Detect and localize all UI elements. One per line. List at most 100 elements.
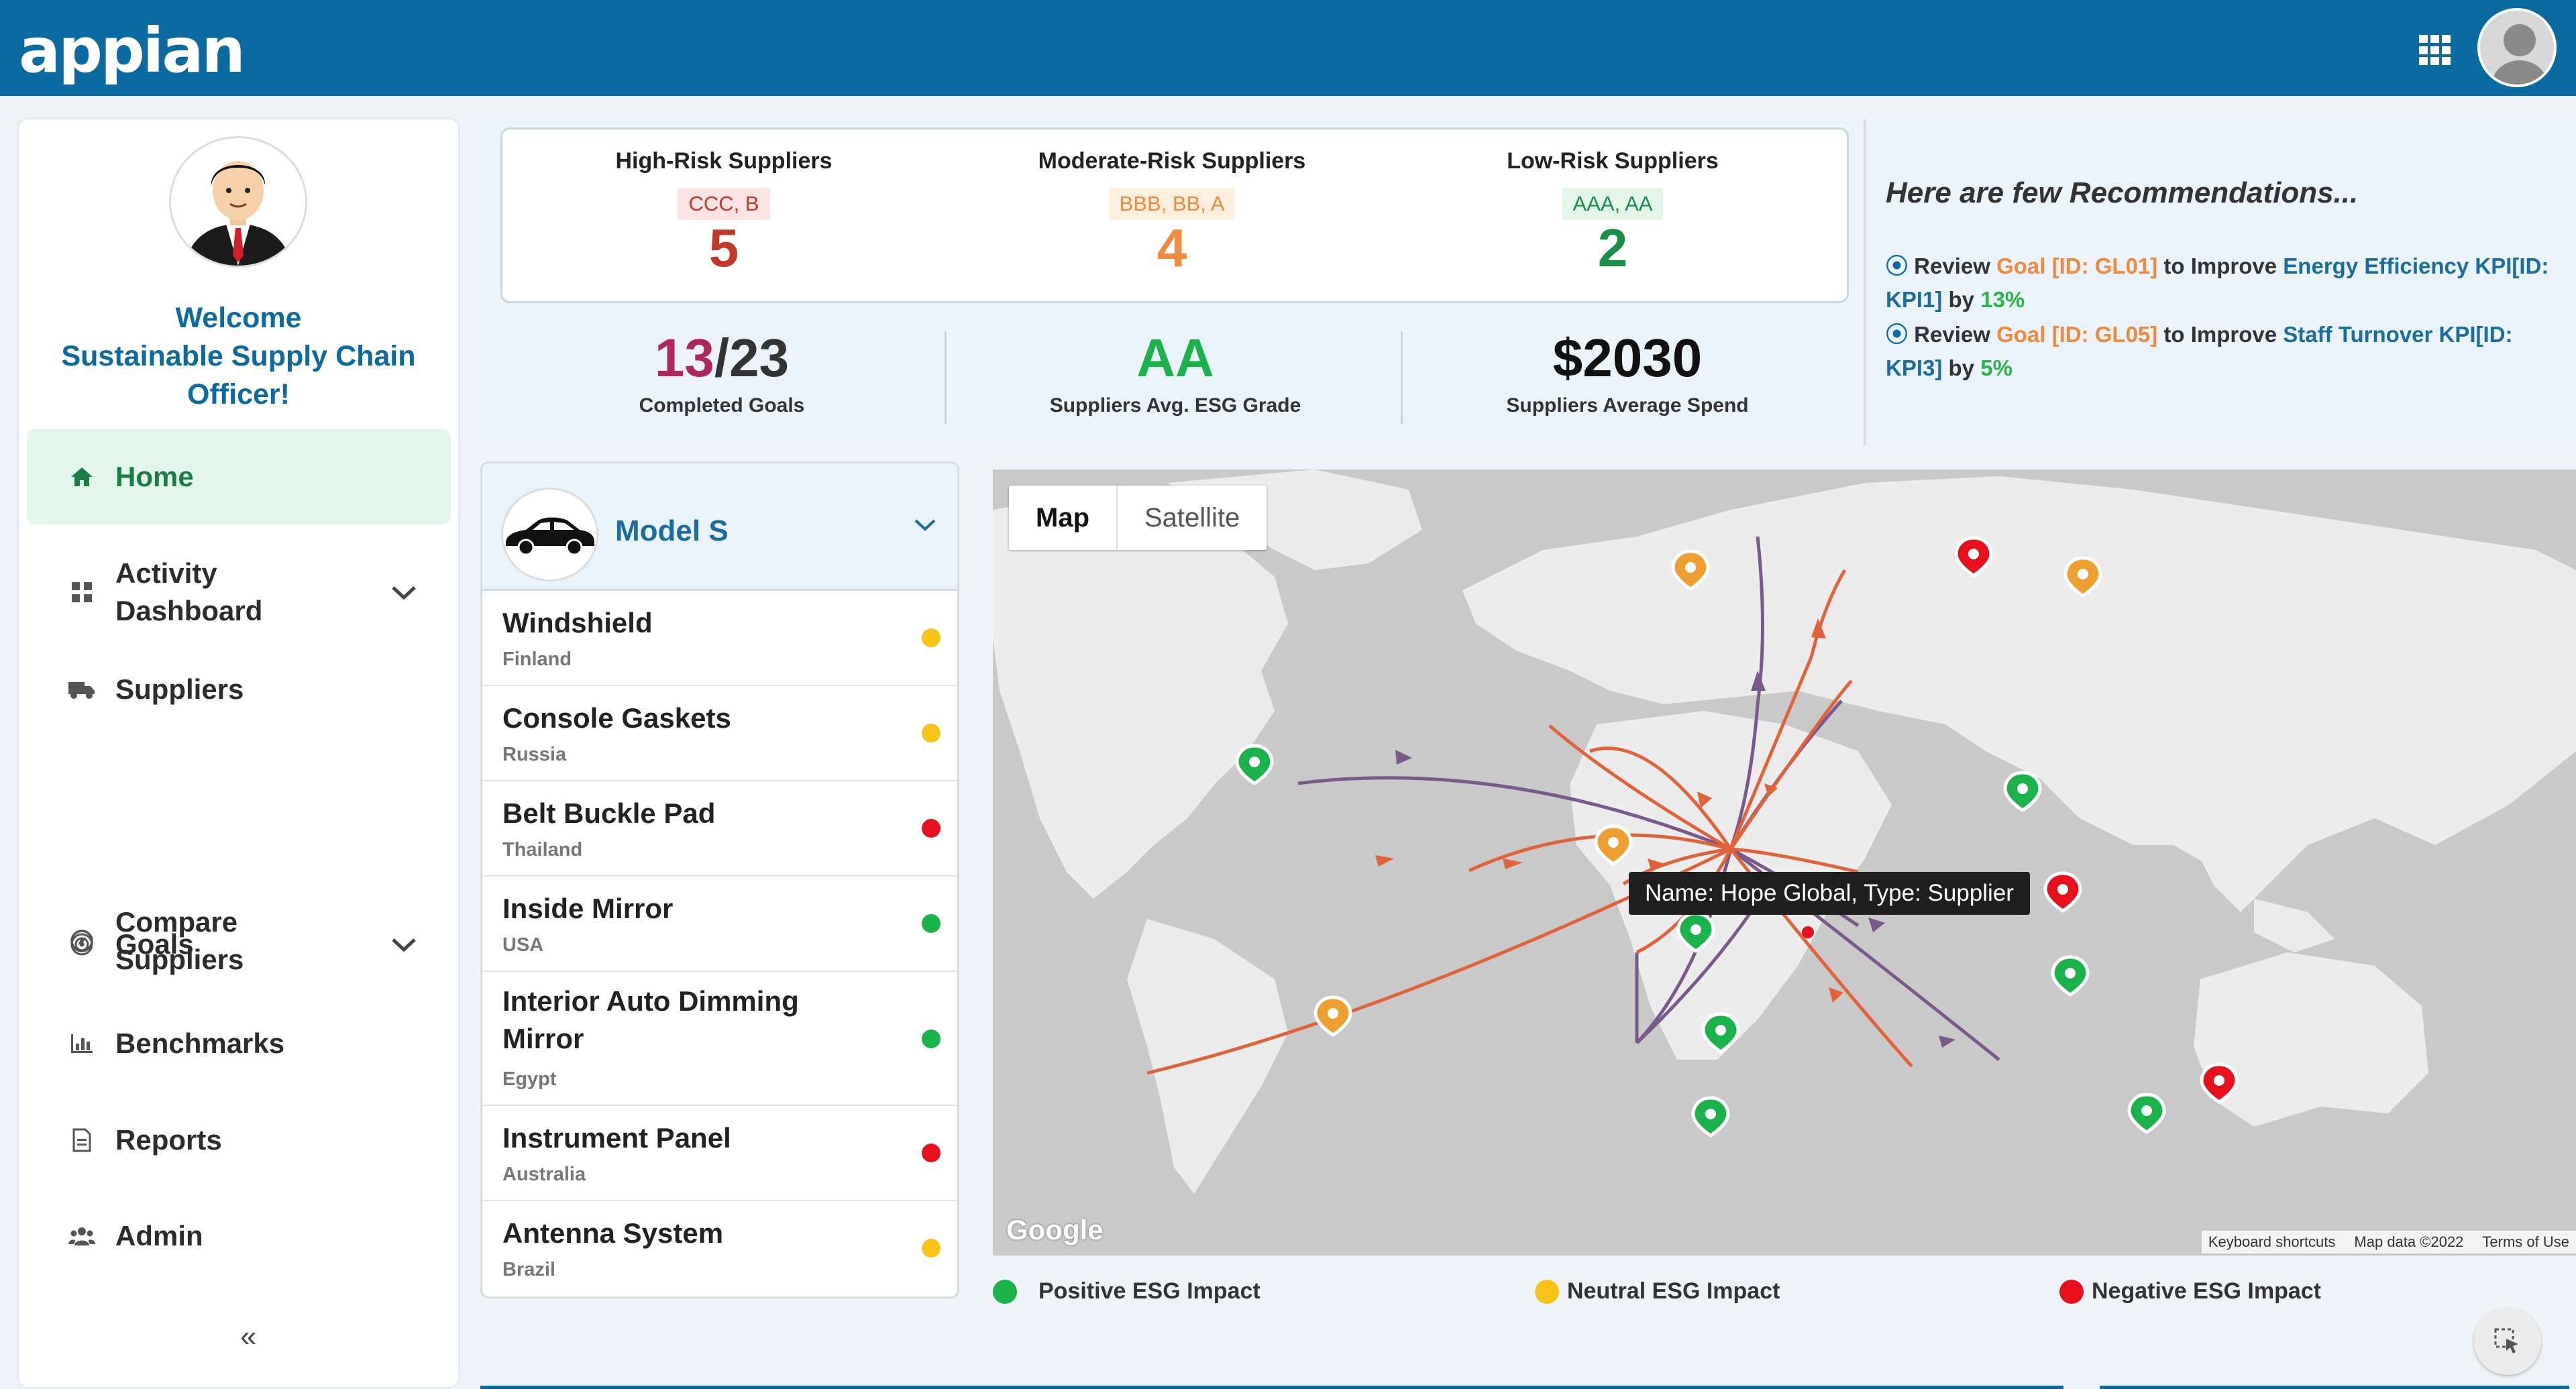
part-row[interactable]: Interior Auto Dimming Mirror Egypt <box>482 972 957 1106</box>
google-logo: Google <box>1006 1214 1104 1245</box>
rec-goal-link[interactable]: Goal [ID: GL05] <box>1996 322 2158 347</box>
collapse-sidebar-button[interactable]: « <box>240 1320 257 1353</box>
nav-item-activity-dashboard[interactable]: Activity Dashboard <box>27 549 451 636</box>
rec-text: by <box>1942 287 1981 312</box>
target-bullet-icon: ⦿ <box>1886 254 1908 278</box>
legend-label: Negative ESG Impact <box>2092 1278 2322 1304</box>
risk-grade-badge: BBB, BB, A <box>1108 188 1236 220</box>
spend-value: $2030 <box>1552 328 1703 388</box>
status-dot-negative <box>922 1144 941 1162</box>
completed-goals-kpi: 13/23 Completed Goals <box>500 327 943 417</box>
app-header: appian <box>0 0 2576 96</box>
part-country: Brazil <box>502 1259 555 1280</box>
keyboard-shortcuts-link[interactable]: Keyboard shortcuts <box>2208 1233 2336 1250</box>
nav-item-reports[interactable]: Reports <box>27 1113 451 1167</box>
part-row[interactable]: Console Gaskets Russia <box>482 686 957 781</box>
part-country: Russia <box>502 744 567 765</box>
risk-count: 4 <box>1157 218 1187 278</box>
part-row[interactable]: Windshield Finland <box>482 591 957 686</box>
part-name: Belt Buckle Pad <box>502 797 716 829</box>
nav-item-suppliers[interactable]: Suppliers <box>27 663 451 716</box>
rec-text: to Improve <box>2157 322 2284 347</box>
part-name: Instrument Panel <box>502 1122 731 1154</box>
rec-text: Review <box>1914 322 1997 347</box>
nav-item-home[interactable]: Home <box>27 429 451 524</box>
nav-label-line: Suppliers <box>115 944 244 975</box>
legend-dot <box>993 1279 1017 1304</box>
part-country: Egypt <box>502 1068 557 1090</box>
recommendation-item[interactable]: ⦿ Review Goal [ID: GL05] to Improve Staf… <box>1886 318 2563 385</box>
goals-done: 13 <box>654 328 714 388</box>
part-row[interactable]: Antenna System Brazil <box>482 1201 957 1296</box>
legend-neutral: Neutral ESG Impact <box>1535 1278 1780 1304</box>
nav-label-line: Compare <box>115 906 238 938</box>
risk-title: High-Risk Suppliers <box>615 148 833 174</box>
bottom-accent <box>2100 1386 2569 1389</box>
part-name: Console Gaskets <box>502 702 731 734</box>
rec-kpi-link[interactable]: Energy Efficiency KPI[ID: KPI1] <box>1886 254 2549 312</box>
average-spend-kpi: $2030 Suppliers Average Spend <box>1406 327 1849 417</box>
rec-text: by <box>1942 355 1981 380</box>
nav-item-goals-row[interactable]: Goals <box>27 918 451 971</box>
model-selector[interactable]: Model S <box>482 463 957 591</box>
nav-label: Compare Suppliers <box>115 903 244 979</box>
nav-label: Home <box>115 461 194 492</box>
home-icon <box>68 463 95 490</box>
chevron-down-icon[interactable] <box>913 510 937 539</box>
part-name: Windshield <box>502 607 653 638</box>
moderate-risk-suppliers[interactable]: Moderate-Risk Suppliers BBB, BB, A 4 <box>951 129 1393 276</box>
low-risk-suppliers[interactable]: Low-Risk Suppliers AAA, AA 2 <box>1391 129 1834 276</box>
sidebar-lower: Goals Benchmarks Reports Admin « <box>19 119 458 1387</box>
welcome-line: Sustainable Supply Chain <box>61 340 416 372</box>
model-parts-panel: Model S Windshield Finland Console Gaske… <box>480 461 959 1298</box>
nav-item-benchmarks[interactable]: Benchmarks <box>27 1017 451 1070</box>
flow-arrowheads <box>1375 618 1955 1048</box>
nav-label: Activity Dashboard <box>115 555 262 630</box>
status-dot-neutral <box>922 724 941 742</box>
legend-positive: Positive ESG Impact <box>993 1278 1260 1304</box>
risk-summary: High-Risk Suppliers CCC, B 5 Moderate-Ri… <box>500 127 1849 303</box>
cursor-select-button[interactable] <box>2474 1308 2541 1375</box>
esg-grade-value: AA <box>1136 328 1214 388</box>
supplier-map[interactable]: Map Satellite Name: Hope Global, Type: S… <box>993 469 2576 1256</box>
user-avatar-icon[interactable] <box>2477 8 2557 87</box>
part-country: Thailand <box>502 839 583 860</box>
land-masses <box>993 469 2576 1194</box>
kpi-label: Suppliers Average Spend <box>1506 394 1749 416</box>
part-row[interactable]: Inside Mirror USA <box>482 877 957 972</box>
officer-avatar-icon <box>169 136 307 268</box>
status-dot-positive <box>922 1030 941 1048</box>
nav-label: Reports <box>115 1124 222 1156</box>
status-dot-neutral <box>922 1239 941 1258</box>
chevron-down-icon[interactable] <box>390 930 417 960</box>
appian-logo[interactable]: appian <box>19 15 246 87</box>
tab-satellite[interactable]: Satellite <box>1144 503 1240 533</box>
nav-label: Goals <box>115 928 194 960</box>
map-type-tabs: Map Satellite <box>1009 486 1267 550</box>
recommendation-item[interactable]: ⦿ Review Goal [ID: GL01] to Improve Ener… <box>1886 249 2563 317</box>
part-row[interactable]: Instrument Panel Australia <box>482 1106 957 1201</box>
high-risk-suppliers[interactable]: High-Risk Suppliers CCC, B 5 <box>502 129 945 276</box>
world-map-canvas <box>993 469 2576 1194</box>
nav-item-compare-suppliers[interactable]: Compare Suppliers <box>27 897 451 985</box>
rec-goal-link[interactable]: Goal [ID: GL01] <box>1996 254 2158 278</box>
risk-count: 5 <box>708 218 739 278</box>
terms-link[interactable]: Terms of Use <box>2482 1233 2569 1250</box>
chevron-down-icon[interactable] <box>390 577 417 608</box>
model-name: Model S <box>615 514 729 547</box>
map-attribution: Keyboard shortcuts Map data ©2022 Terms … <box>2201 1231 2576 1254</box>
risk-count: 2 <box>1597 218 1628 278</box>
part-row[interactable]: Belt Buckle Pad Thailand <box>482 781 957 877</box>
nav-label-line: Activity <box>115 557 217 589</box>
part-country: USA <box>502 934 544 956</box>
rec-kpi-link[interactable]: Staff Turnover KPI[ID: KPI3] <box>1886 322 2513 380</box>
tab-map[interactable]: Map <box>1009 486 1118 550</box>
legend-label: Positive ESG Impact <box>1038 1278 1260 1304</box>
rec-percent: 13% <box>1980 287 2025 312</box>
map-tooltip: Name: Hope Global, Type: Supplier <box>1629 872 2030 915</box>
status-dot-negative <box>922 819 941 838</box>
apps-grid-icon[interactable] <box>2419 35 2454 66</box>
nav-item-admin[interactable]: Admin <box>27 1209 451 1263</box>
risk-title: Low-Risk Suppliers <box>1507 148 1719 174</box>
legend-negative: Negative ESG Impact <box>2059 1278 2321 1304</box>
